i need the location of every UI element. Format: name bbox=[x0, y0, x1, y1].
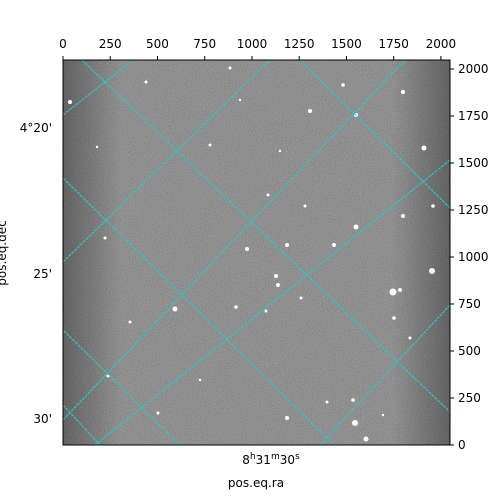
dec-axis: 4°20' 25' 30' bbox=[20, 121, 52, 426]
star bbox=[353, 224, 359, 230]
right-tick-label: 2000 bbox=[458, 62, 489, 76]
right-tick-label: 1500 bbox=[458, 156, 489, 170]
star bbox=[401, 90, 405, 94]
star bbox=[381, 413, 385, 417]
star bbox=[198, 378, 202, 382]
star bbox=[238, 98, 242, 102]
star bbox=[285, 243, 289, 247]
star bbox=[389, 288, 397, 296]
grid-line bbox=[63, 60, 271, 263]
star bbox=[95, 145, 99, 149]
star bbox=[144, 80, 148, 84]
star bbox=[421, 145, 427, 151]
coordinate-grid bbox=[63, 60, 450, 445]
star bbox=[276, 283, 280, 287]
plot-frame bbox=[62, 59, 451, 446]
star bbox=[106, 374, 110, 378]
grid-line bbox=[63, 404, 101, 445]
star bbox=[408, 336, 412, 340]
star bbox=[285, 416, 289, 420]
right-tick-label: 250 bbox=[458, 391, 481, 405]
top-tick-label: 1250 bbox=[284, 37, 315, 51]
right-tick-label: 500 bbox=[458, 344, 481, 358]
star bbox=[352, 420, 358, 426]
dec-tick-label: 4°20' bbox=[20, 121, 52, 135]
top-tick-label: 500 bbox=[146, 37, 169, 51]
right-axis: 0 250 500 750 1000 1250 1500 1750 2000 bbox=[450, 62, 489, 452]
star bbox=[351, 398, 355, 402]
right-tick-label: 1000 bbox=[458, 250, 489, 264]
dec-tick-label: 30' bbox=[33, 412, 52, 426]
top-tick-label: 2000 bbox=[426, 37, 457, 51]
star bbox=[208, 143, 212, 147]
star bbox=[303, 204, 307, 208]
star bbox=[431, 204, 435, 208]
star bbox=[401, 214, 405, 218]
top-tick-label: 250 bbox=[99, 37, 122, 51]
grid-line bbox=[63, 329, 181, 445]
y-axis-title: pos.eq.dec bbox=[0, 220, 9, 285]
top-tick-label: 750 bbox=[193, 37, 216, 51]
star bbox=[228, 66, 232, 70]
star bbox=[278, 149, 282, 153]
star bbox=[398, 288, 402, 292]
star bbox=[308, 109, 312, 113]
star bbox=[103, 236, 107, 240]
star bbox=[128, 320, 132, 324]
star bbox=[341, 83, 345, 87]
top-axis: 0 250 500 750 1000 1250 1500 1750 2000 bbox=[59, 37, 456, 60]
dec-tick-label: 25' bbox=[33, 267, 52, 281]
top-tick-label: 0 bbox=[59, 37, 67, 51]
star bbox=[172, 306, 178, 312]
right-tick-label: 1750 bbox=[458, 109, 489, 123]
right-tick-label: 0 bbox=[458, 438, 466, 452]
star bbox=[266, 193, 270, 197]
grid-line bbox=[81, 60, 450, 413]
star bbox=[274, 274, 278, 278]
x-axis-title: pos.eq.ra bbox=[228, 476, 284, 490]
grid-line bbox=[63, 60, 406, 421]
star bbox=[363, 436, 369, 442]
right-tick-label: 1250 bbox=[458, 203, 489, 217]
star bbox=[299, 296, 303, 300]
top-tick-label: 1750 bbox=[378, 37, 409, 51]
top-tick-label: 1000 bbox=[237, 37, 268, 51]
star bbox=[234, 305, 238, 309]
star bbox=[392, 316, 396, 320]
right-tick-label: 750 bbox=[458, 297, 481, 311]
star-field-image bbox=[63, 60, 450, 445]
star bbox=[245, 247, 249, 251]
grid-line bbox=[63, 60, 134, 116]
grid-line bbox=[299, 60, 450, 209]
top-tick-label: 1500 bbox=[331, 37, 362, 51]
star bbox=[68, 100, 72, 104]
star bbox=[156, 411, 160, 415]
star bbox=[264, 309, 268, 313]
stars-layer bbox=[68, 66, 435, 442]
star bbox=[332, 243, 336, 247]
star bbox=[429, 268, 435, 274]
ra-tick-label: 8h31m30s bbox=[242, 452, 300, 467]
grid-line bbox=[63, 177, 335, 445]
star bbox=[325, 400, 329, 404]
